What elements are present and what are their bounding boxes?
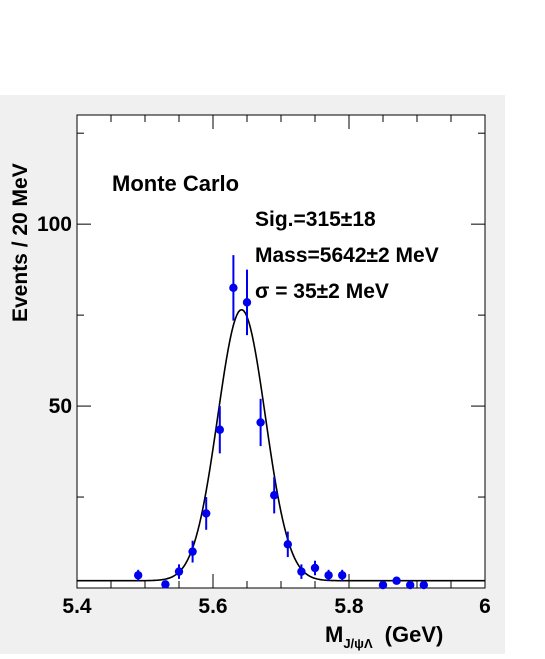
x-axis-title-unit: (GeV) — [385, 622, 444, 647]
data-point — [188, 547, 197, 556]
data-point — [297, 567, 306, 576]
data-point — [406, 580, 415, 590]
fit-layer — [77, 308, 485, 582]
data-point — [283, 540, 292, 549]
y-tick-label: 50 — [49, 395, 72, 418]
x-axis-title-subscript: J/ψΛ — [343, 636, 373, 651]
data-point — [392, 576, 401, 585]
y-axis-title: Events / 20 MeV — [9, 163, 32, 322]
annotation-mass: Mass=5642±2 MeV — [255, 244, 439, 267]
axis-tick-labels: 5.4 5.6 5.8 6 50 100 — [37, 213, 491, 618]
data-point — [270, 491, 279, 500]
x-axis-title-main: M — [325, 622, 343, 647]
y-tick-label: 100 — [37, 213, 72, 236]
data-point — [310, 563, 320, 573]
x-axis-title: MJ/ψΛ (GeV) — [325, 622, 443, 651]
x-tick-label: 6 — [479, 595, 491, 618]
data-points — [134, 255, 428, 590]
data-point — [215, 425, 224, 434]
fit-curve — [77, 308, 485, 582]
data-point — [256, 418, 265, 427]
data-point — [134, 571, 143, 580]
axis-ticks — [76, 115, 486, 589]
x-tick-label: 5.6 — [198, 595, 227, 618]
x-tick-label: 5.4 — [62, 595, 92, 618]
data-point — [378, 580, 388, 590]
data-point — [229, 283, 238, 293]
annotation-signal: Sig.=315±18 — [255, 208, 376, 231]
data-point — [419, 580, 428, 590]
data-point — [174, 567, 184, 576]
data-point — [338, 571, 347, 580]
x-tick-label: 5.8 — [334, 595, 364, 618]
annotation-width: σ = 35±2 MeV — [255, 280, 389, 303]
data-point — [324, 571, 333, 580]
annotation-source: Monte Carlo — [112, 171, 239, 196]
data-point — [161, 580, 170, 589]
data-point — [202, 509, 211, 518]
data-point — [242, 298, 252, 307]
